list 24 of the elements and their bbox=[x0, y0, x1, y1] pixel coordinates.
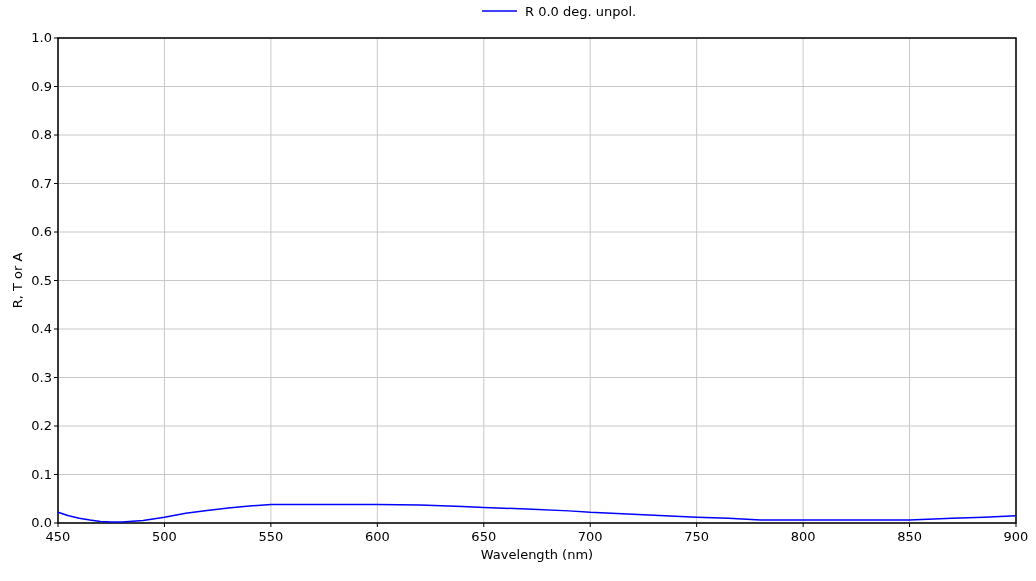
y-tick-label: 0.5 bbox=[31, 272, 52, 288]
y-tick-label: 0.8 bbox=[31, 127, 52, 142]
y-tick-label: 0.9 bbox=[31, 78, 52, 94]
x-tick-label: 850 bbox=[897, 529, 922, 544]
x-tick-label: 650 bbox=[471, 529, 497, 544]
x-tick-label: 600 bbox=[364, 529, 390, 544]
x-tick-label: 450 bbox=[45, 529, 71, 544]
x-tick-label: 900 bbox=[1003, 529, 1029, 544]
legend-label: R 0.0 deg. unpol. bbox=[525, 4, 637, 19]
x-tick-label: 700 bbox=[577, 529, 603, 544]
y-tick-label: 0.6 bbox=[31, 224, 52, 239]
x-tick-label: 800 bbox=[790, 529, 816, 544]
y-tick-label: 0.3 bbox=[31, 369, 52, 385]
y-axis-title: R, T or A bbox=[10, 252, 25, 309]
x-tick-label: 550 bbox=[258, 529, 284, 544]
y-tick-label: 0.7 bbox=[31, 175, 52, 191]
x-tick-label: 500 bbox=[152, 529, 177, 544]
y-tick-label: 0.2 bbox=[31, 418, 52, 433]
x-tick-label: 750 bbox=[684, 529, 710, 544]
x-axis-title: Wavelength (nm) bbox=[480, 547, 594, 562]
y-tick-label: 0.1 bbox=[31, 466, 52, 482]
y-tick-label: 0.4 bbox=[31, 321, 52, 336]
y-tick-label: 1.0 bbox=[31, 30, 52, 45]
y-tick-label: 0.0 bbox=[31, 515, 52, 530]
